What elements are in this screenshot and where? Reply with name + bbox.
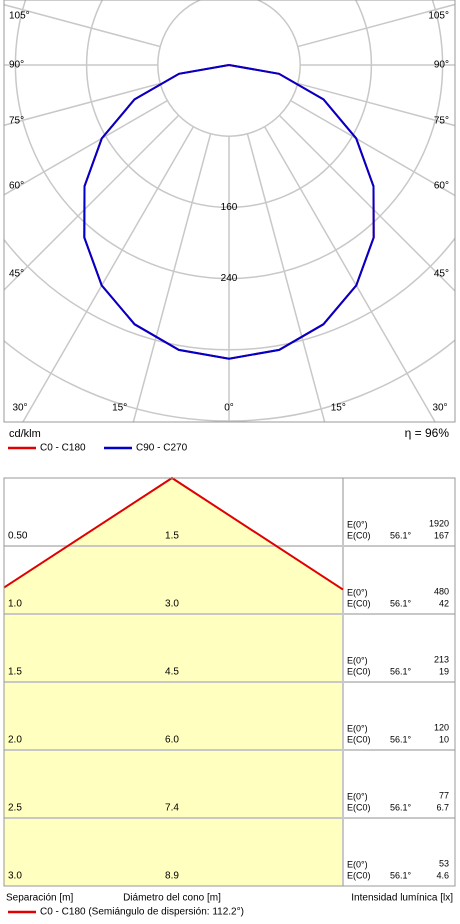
diameter: 4.5 <box>165 667 179 678</box>
e0-value: 53 <box>439 858 449 868</box>
angle-tick-label: 30° <box>432 403 447 414</box>
grid-spoke <box>4 99 168 196</box>
intensity-label: Intensidad lumínica [lx] <box>351 893 453 904</box>
grid-spoke <box>4 114 180 292</box>
angle-tick-label: 75° <box>434 116 449 127</box>
ec0-value: 42 <box>439 598 449 608</box>
e0-value: 120 <box>434 722 449 732</box>
legend-label: C0 - C180 <box>40 443 86 454</box>
ec0-label: E(C0) <box>347 734 371 744</box>
angle-tick-label: 105° <box>9 11 30 22</box>
separation: 0.50 <box>8 531 28 542</box>
grid-ring <box>157 0 301 137</box>
diameter-label: Diámetro del cono [m] <box>123 893 221 904</box>
half-angle: 56.1° <box>390 734 412 744</box>
diameter: 8.9 <box>165 871 179 882</box>
ec0-value: 4.6 <box>436 870 449 880</box>
cone-frame <box>3 477 456 887</box>
half-angle: 56.1° <box>390 802 412 812</box>
grid-spoke <box>4 82 161 127</box>
grid-spoke <box>297 82 455 127</box>
separation: 3.0 <box>8 871 22 882</box>
e0-value: 1920 <box>429 518 449 528</box>
diameter: 6.0 <box>165 735 179 746</box>
grid-spoke <box>22 126 195 422</box>
legend-label: C90 - C270 <box>136 443 188 454</box>
grid-spoke <box>246 133 326 422</box>
grid-spoke <box>132 133 212 422</box>
angle-tick-label: 30° <box>12 403 27 414</box>
polar-labels: 105° 90° 75° 60° 45° 30° 15° 0° 15° 30° 45° 60° 75° 9… <box>9 11 449 414</box>
grid-ring <box>0 0 460 492</box>
half-angle: 56.1° <box>390 666 412 676</box>
grid-spoke <box>290 99 455 197</box>
e0-label: E(0°) <box>347 791 368 801</box>
angle-tick-label: 45° <box>9 269 24 280</box>
ec0-label: E(C0) <box>347 666 371 676</box>
efficiency: η = 96% <box>405 426 450 440</box>
grid-spoke <box>297 3 455 48</box>
cone-legend: C0 - C180 (Semiángulo de dispersión: 112… <box>40 907 244 918</box>
angle-tick-label: 60° <box>9 180 24 191</box>
grid-spoke <box>4 3 161 48</box>
ec0-label: E(C0) <box>347 802 371 812</box>
radial-tick-label: 160 <box>221 202 238 213</box>
grid-spoke <box>263 126 436 422</box>
half-angle: 56.1° <box>390 870 412 880</box>
ec0-value: 19 <box>439 666 449 676</box>
angle-tick-label: 60° <box>434 180 449 191</box>
diameter: 7.4 <box>165 803 179 814</box>
separation: 2.5 <box>8 803 22 814</box>
unit-label: cd/klm <box>9 428 41 440</box>
angle-tick-label: 15° <box>331 403 346 414</box>
ec0-value: 6.7 <box>436 802 449 812</box>
diameter: 1.5 <box>165 531 179 542</box>
angle-tick-label: 105° <box>428 11 449 22</box>
half-angle: 56.1° <box>390 530 412 540</box>
ec0-label: E(C0) <box>347 870 371 880</box>
angle-tick-label: 45° <box>434 269 449 280</box>
ec0-label: E(C0) <box>347 598 371 608</box>
angle-tick-label: 90° <box>434 60 449 71</box>
e0-label: E(0°) <box>347 655 368 665</box>
diameter: 3.0 <box>165 599 179 610</box>
polar-frame <box>3 0 456 423</box>
ec0-value: 10 <box>439 734 449 744</box>
e0-label: E(0°) <box>347 587 368 597</box>
e0-label: E(0°) <box>347 519 368 529</box>
separation-label: Separación [m] <box>6 893 73 904</box>
angle-tick-label: 0° <box>224 403 234 414</box>
half-angle: 56.1° <box>390 598 412 608</box>
e0-value: 213 <box>434 654 449 664</box>
separation: 2.0 <box>8 735 22 746</box>
angle-tick-label: 90° <box>9 60 24 71</box>
ec0-value: 167 <box>434 530 449 540</box>
separation: 1.5 <box>8 667 22 678</box>
cone-diagram: 0.50 1.5 E(0°) 1920 E(C0) 56.1° 167 1.0 3.0 E(0°)… <box>3 476 456 918</box>
e0-label: E(0°) <box>347 859 368 869</box>
legend: C0 - C180 C90 - C270 <box>8 443 188 454</box>
e0-label: E(0°) <box>347 723 368 733</box>
e0-value: 77 <box>439 790 449 800</box>
ec0-label: E(C0) <box>347 530 371 540</box>
radial-tick-label: 240 <box>221 273 238 284</box>
e0-value: 480 <box>434 586 449 596</box>
angle-tick-label: 15° <box>112 403 127 414</box>
polar-curve <box>83 64 375 360</box>
grid-spoke <box>278 114 455 293</box>
separation: 1.0 <box>8 599 22 610</box>
angle-tick-label: 75° <box>9 116 24 127</box>
grid-ring <box>4 236 455 351</box>
